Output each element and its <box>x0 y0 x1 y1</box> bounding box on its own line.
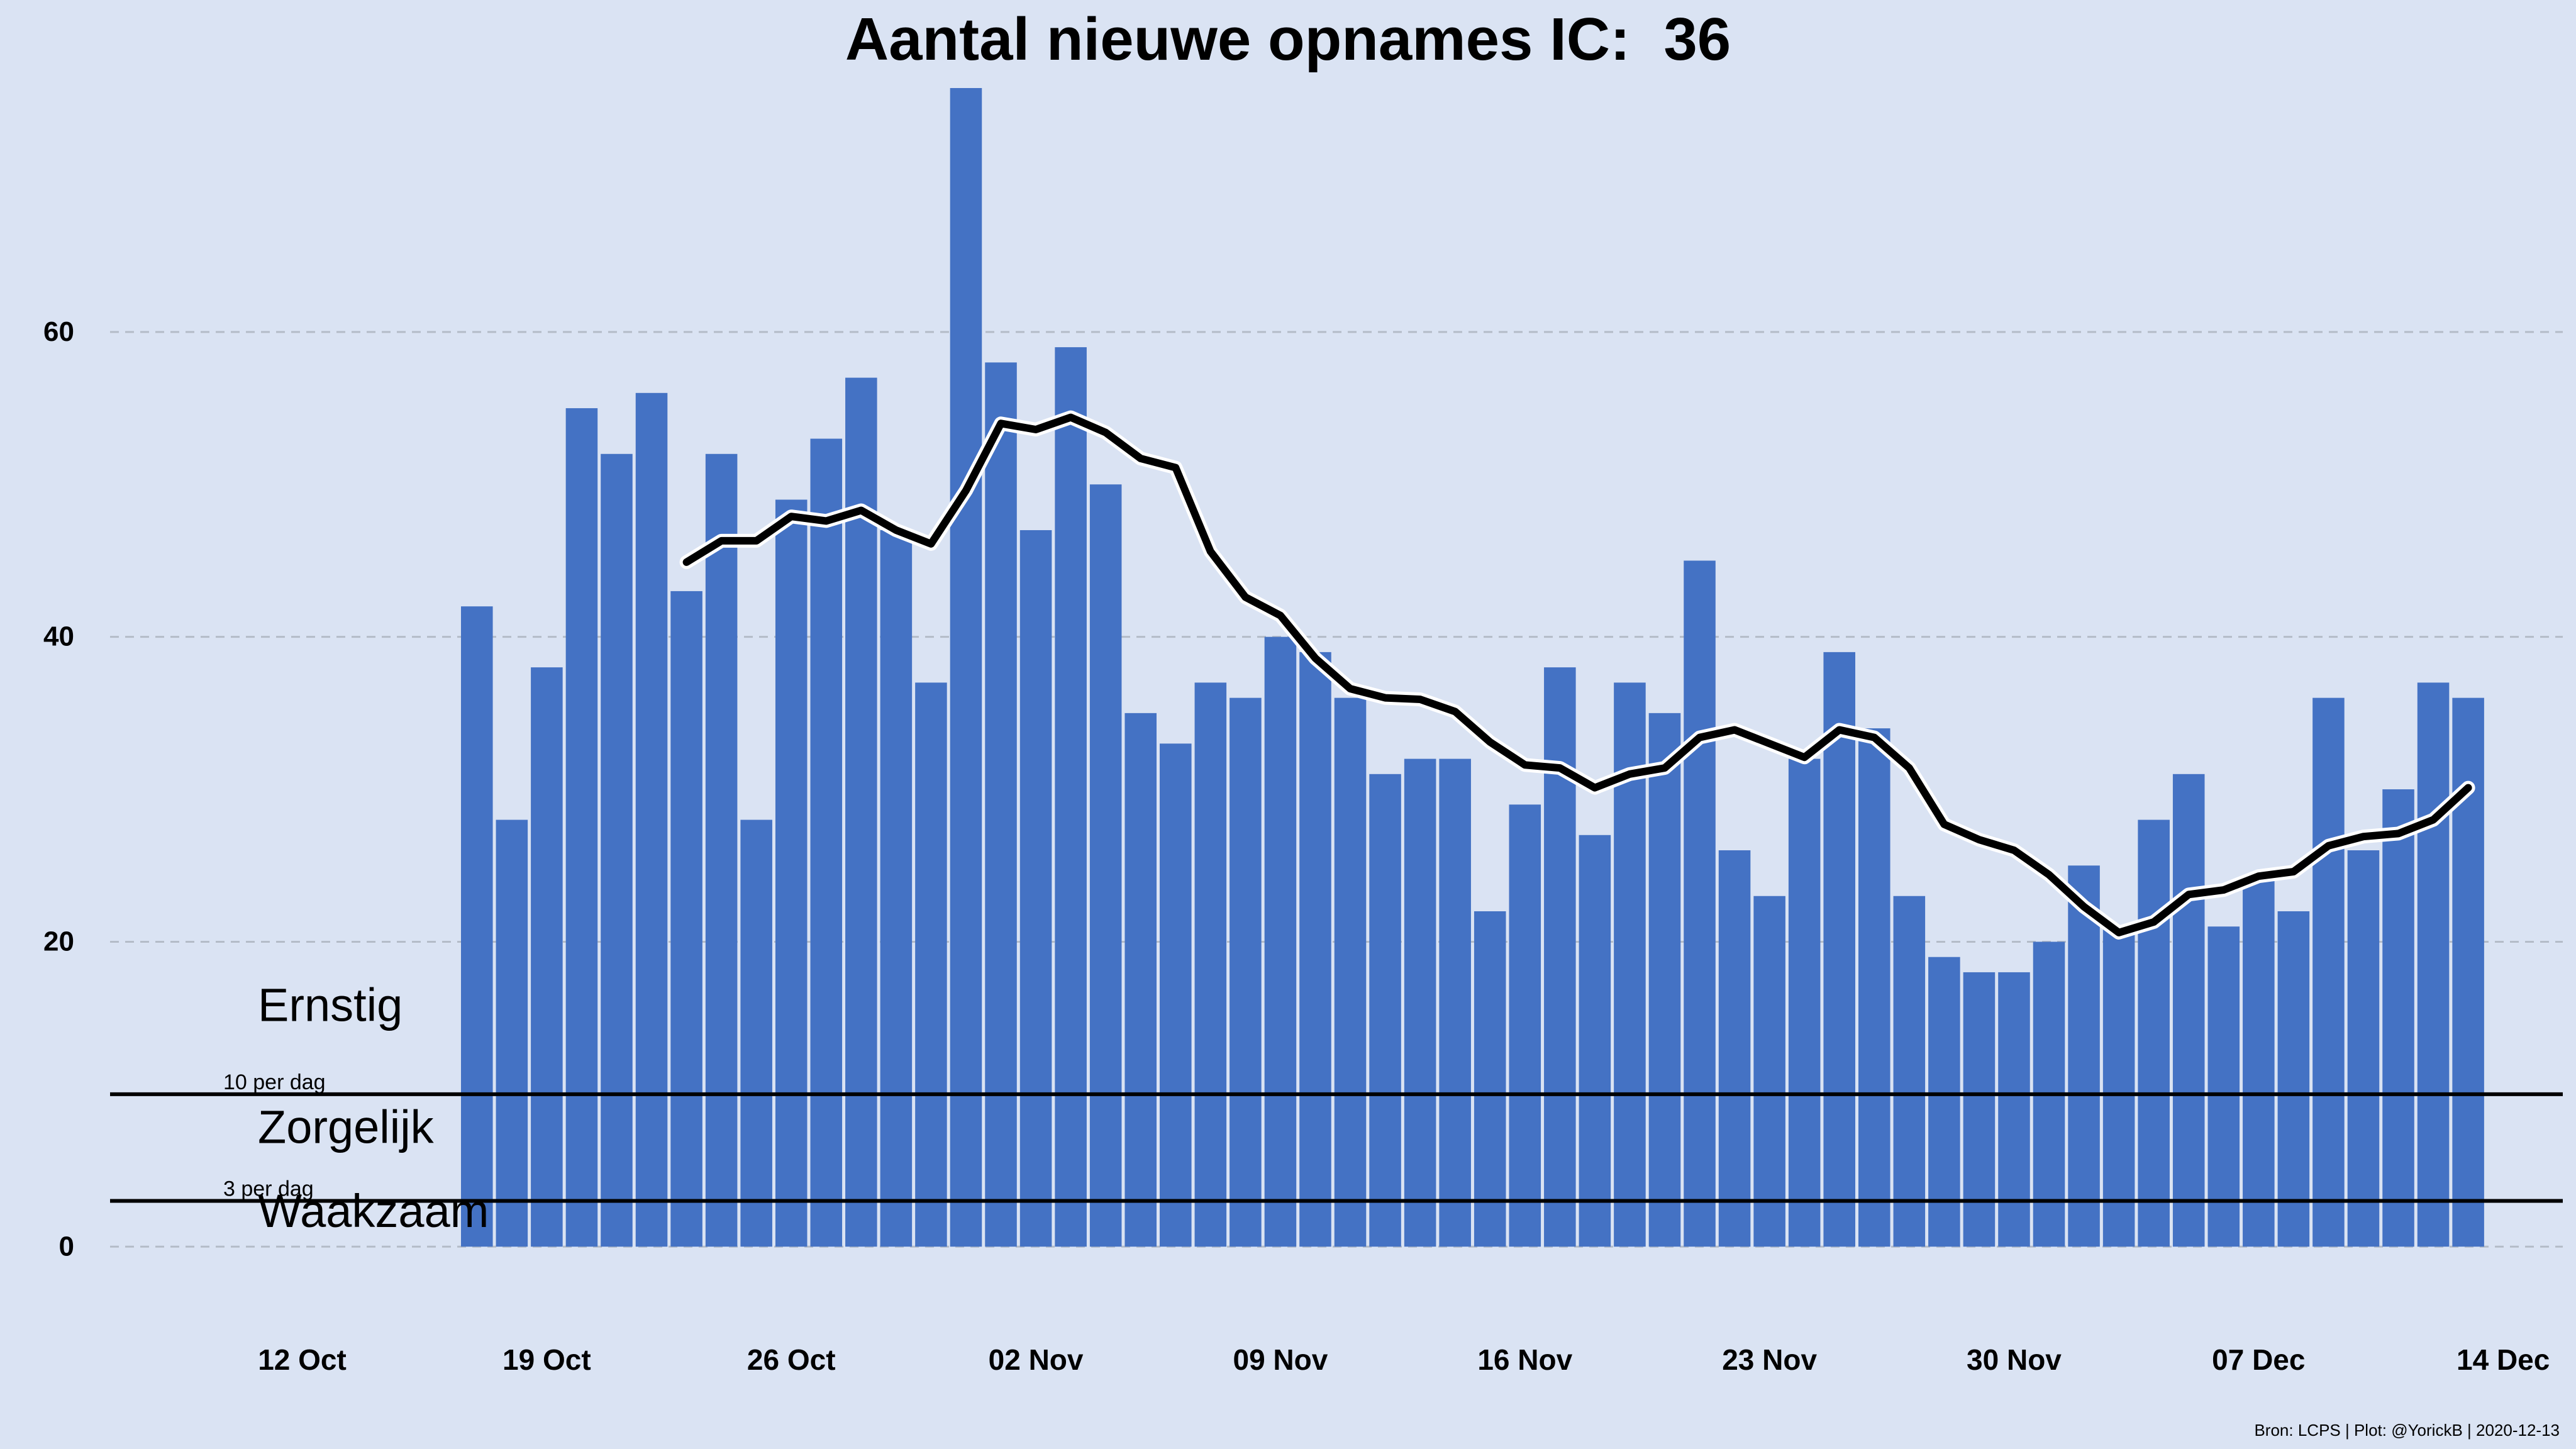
bar <box>1998 972 2030 1247</box>
bar <box>2243 880 2275 1247</box>
bar <box>1160 743 1192 1247</box>
bar <box>985 362 1017 1247</box>
y-tick-label: 40 <box>43 621 74 652</box>
y-tick-label: 20 <box>43 926 74 957</box>
bar <box>1334 697 1367 1247</box>
x-tick-label: 09 Nov <box>1233 1343 1328 1376</box>
bar <box>705 453 738 1247</box>
bar <box>810 438 843 1247</box>
bar <box>461 606 493 1247</box>
bar <box>1439 758 1471 1247</box>
chart-title: Aantal nieuwe opnames IC: 36 <box>845 6 1731 73</box>
bar <box>1474 911 1506 1247</box>
bar <box>2312 697 2345 1247</box>
bar <box>565 408 598 1247</box>
bar <box>2138 819 2170 1247</box>
y-tick-label: 60 <box>43 316 74 347</box>
bar <box>950 88 982 1247</box>
bar <box>531 667 563 1247</box>
zone-labels: Ernstig Zorgelijk Waakzaam <box>258 979 489 1237</box>
bar <box>1579 835 1611 1247</box>
zone-label: Ernstig <box>258 979 402 1031</box>
bar <box>915 682 947 1247</box>
x-tick-label: 16 Nov <box>1477 1343 1572 1376</box>
bar <box>2277 911 2310 1247</box>
bar <box>1194 682 1227 1247</box>
bar <box>1718 850 1751 1247</box>
x-tick-label: 02 Nov <box>989 1343 1084 1376</box>
daily-bars <box>461 88 2484 1247</box>
zone-label: Zorgelijk <box>258 1101 435 1153</box>
x-tick-label: 26 Oct <box>747 1343 836 1376</box>
bar <box>1928 957 1960 1247</box>
y-axis-ticks: 0 20 40 60 <box>43 316 74 1262</box>
bar <box>1858 728 1890 1247</box>
zone-label: Waakzaam <box>258 1185 489 1237</box>
bar <box>1509 804 1541 1247</box>
bar <box>740 819 772 1247</box>
x-tick-label: 07 Dec <box>2212 1343 2305 1376</box>
x-tick-label: 12 Oct <box>258 1343 347 1376</box>
bar <box>2347 850 2380 1247</box>
x-tick-label: 19 Oct <box>502 1343 591 1376</box>
bar <box>1230 697 1262 1247</box>
bar <box>1019 530 1052 1247</box>
bar <box>2172 774 2205 1247</box>
bar <box>1089 484 1122 1247</box>
bar <box>496 819 528 1247</box>
x-tick-label: 14 Dec <box>2457 1343 2550 1376</box>
bar <box>1544 667 1576 1247</box>
bar <box>1963 972 1996 1247</box>
bar <box>1055 347 1087 1247</box>
bar <box>1893 896 1926 1247</box>
bar <box>2068 865 2100 1247</box>
rolling-average-line <box>679 410 2475 940</box>
bar <box>1684 560 1716 1247</box>
bar <box>1648 713 1681 1247</box>
rolling-average-line <box>682 413 2472 936</box>
bar <box>635 392 668 1247</box>
bar <box>2102 926 2135 1247</box>
x-tick-label: 30 Nov <box>1967 1343 2062 1376</box>
bar <box>1124 713 1157 1247</box>
source-caption: Bron: LCPS | Plot: @YorickB | 2020-12-13 <box>2254 1421 2560 1440</box>
bar <box>1264 636 1297 1247</box>
bar <box>775 499 808 1247</box>
bar <box>880 530 913 1247</box>
threshold-label: 3 per dag <box>223 1177 314 1201</box>
bar <box>2207 926 2240 1247</box>
bar <box>1369 774 1401 1247</box>
x-tick-label: 23 Nov <box>1722 1343 1817 1376</box>
x-axis-ticks: 12 Oct 19 Oct 26 Oct 02 Nov 09 Nov 16 Nov 23 N… <box>258 1343 2550 1376</box>
bar <box>1404 758 1436 1247</box>
bar <box>1788 758 1821 1247</box>
bar <box>670 591 702 1247</box>
bar <box>1299 652 1331 1247</box>
threshold-label: 10 per dag <box>223 1070 326 1094</box>
bar <box>1753 896 1785 1247</box>
bar <box>2417 682 2450 1247</box>
threshold-lines: 10 per dag 3 per dag <box>110 1070 2563 1203</box>
bar <box>601 453 633 1247</box>
bar <box>1823 652 1855 1247</box>
y-tick-label: 0 <box>59 1231 74 1262</box>
bar <box>2382 789 2414 1247</box>
bar <box>2452 697 2484 1247</box>
